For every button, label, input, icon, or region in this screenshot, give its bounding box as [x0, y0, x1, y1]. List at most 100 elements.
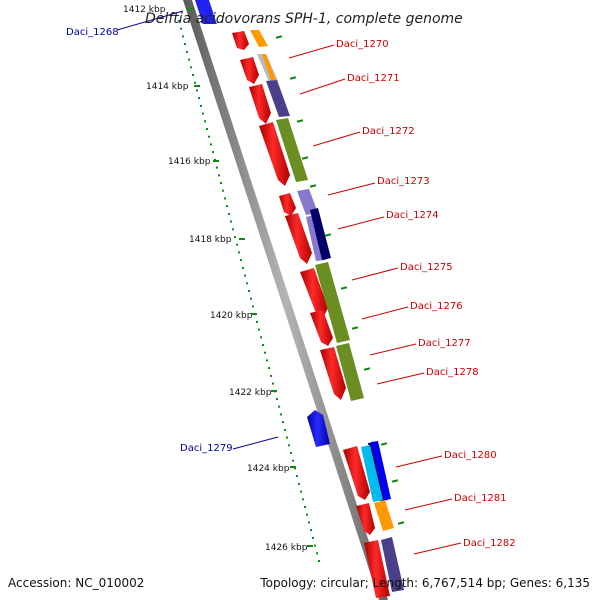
- ruler-dot: [308, 521, 310, 524]
- gene-label-daci-1275[interactable]: Daci_1275: [400, 262, 453, 273]
- ruler-dot: [258, 328, 260, 331]
- gene-label-daci-1280[interactable]: Daci_1280: [444, 450, 497, 461]
- gene-arrow: [259, 122, 290, 186]
- ruler-dot: [246, 282, 248, 285]
- ruler-dot: [310, 529, 312, 532]
- ruler-dot: [228, 212, 230, 215]
- gene-arrow: [285, 213, 312, 264]
- ruler-dot: [210, 143, 212, 146]
- gene-label-daci-1271[interactable]: Daci_1271: [347, 73, 400, 84]
- ruler-dot: [282, 421, 284, 424]
- ruler-dot: [242, 266, 244, 269]
- ruler-dot: [234, 236, 236, 238]
- ruler-dot: [236, 243, 238, 246]
- ruler-dot: [270, 374, 272, 377]
- inner-ruler: [178, 20, 320, 562]
- ruler-dot: [202, 112, 204, 115]
- gene-arrow: [232, 31, 249, 50]
- ruler-dot: [266, 359, 268, 362]
- ruler-dot: [186, 50, 188, 53]
- ruler-dot: [182, 35, 184, 38]
- ruler-dot: [296, 475, 298, 478]
- ruler-dot: [268, 367, 270, 370]
- ruler-dot: [180, 27, 182, 30]
- ruler-dot: [318, 560, 320, 562]
- kbp-labels: 1412 kbp 1414 kbp 1416 kbp 1418 kbp 1420…: [123, 5, 308, 553]
- ruler-dot: [286, 436, 288, 439]
- ruler-dot: [220, 182, 222, 184]
- gene-label-daci-1282[interactable]: Daci_1282: [463, 538, 516, 549]
- gene-label-daci-1276[interactable]: Daci_1276: [410, 301, 463, 312]
- ruler-dot: [216, 166, 218, 169]
- accession-label: Accession: NC_010002: [8, 576, 144, 590]
- kbp-label: 1412 kbp: [123, 5, 166, 15]
- ruler-dot: [290, 452, 292, 454]
- gene-arrow: [300, 268, 328, 318]
- ruler-dot: [248, 290, 250, 292]
- ruler-dot: [206, 128, 208, 130]
- ruler-dot: [178, 20, 180, 22]
- ruler-dot: [264, 351, 266, 354]
- ruler-dot: [306, 513, 308, 516]
- ruler-dot: [314, 544, 316, 547]
- gene-label-daci-1277[interactable]: Daci_1277: [418, 338, 471, 349]
- gene-arrow: [356, 503, 375, 535]
- ruler-dot: [200, 104, 202, 107]
- forward-genes: [232, 31, 390, 598]
- ruler-dot: [188, 58, 190, 61]
- gene-label-daci-1270[interactable]: Daci_1270: [336, 39, 389, 50]
- ruler-dot: [208, 135, 210, 138]
- ruler-dot: [312, 536, 314, 539]
- ruler-dot: [256, 320, 258, 323]
- gene-arrow-reverse: [307, 410, 330, 447]
- kbp-ticks: [187, 8, 313, 547]
- map-title: Delftia acidovorans SPH-1, complete geno…: [145, 11, 463, 27]
- ruler-dot: [250, 297, 252, 300]
- ruler-dot: [232, 228, 234, 231]
- ruler-dot: [316, 552, 318, 555]
- genome-backbone: [183, 0, 388, 600]
- ruler-dot: [194, 81, 196, 84]
- ruler-dot: [252, 305, 254, 308]
- ruler-dot: [272, 382, 274, 385]
- ruler-dot: [292, 459, 294, 462]
- kbp-label: 1424 kbp: [247, 464, 290, 474]
- gene-label-daci-1278[interactable]: Daci_1278: [426, 367, 479, 378]
- ruler-dot: [300, 490, 302, 493]
- ruler-dot: [190, 66, 192, 69]
- leader-lines: [116, 10, 462, 555]
- outer-ticks: [275, 35, 405, 525]
- ruler-dot: [276, 398, 278, 400]
- ruler-dot: [240, 259, 242, 262]
- kbp-label: 1422 kbp: [229, 388, 272, 398]
- ruler-dot: [298, 482, 300, 485]
- gene-arrow: [343, 446, 370, 500]
- ruler-dot: [244, 274, 246, 277]
- genome-summary: Topology: circular; Length: 6,767,514 bp…: [259, 576, 590, 590]
- ruler-dot: [222, 189, 224, 192]
- cog-track: [250, 30, 404, 592]
- gene-labels: Daci_1268 Daci_1270 Daci_1271 Daci_1272 …: [66, 27, 516, 549]
- gene-label-daci-1268[interactable]: Daci_1268: [66, 27, 119, 38]
- ruler-dot: [278, 405, 280, 408]
- gene-arrow: [279, 193, 296, 216]
- gene-label-daci-1274[interactable]: Daci_1274: [386, 210, 439, 221]
- gene-arrow: [240, 57, 259, 84]
- ruler-dot: [238, 251, 240, 254]
- gene-arrow: [320, 347, 346, 400]
- gene-arrow: [310, 310, 333, 346]
- ruler-dot: [294, 467, 296, 470]
- ruler-dot: [304, 506, 306, 508]
- top-cog-blue: [195, 0, 217, 24]
- kbp-label: 1418 kbp: [189, 235, 232, 245]
- ruler-dot: [230, 220, 232, 223]
- ruler-dot: [214, 158, 216, 161]
- gene-label-daci-1273[interactable]: Daci_1273: [377, 176, 430, 187]
- gene-label-daci-1279[interactable]: Daci_1279: [180, 443, 233, 454]
- gene-label-daci-1281[interactable]: Daci_1281: [454, 493, 507, 504]
- kbp-label: 1416 kbp: [168, 157, 211, 167]
- ruler-dot: [204, 120, 206, 123]
- gene-label-daci-1272[interactable]: Daci_1272: [362, 126, 415, 137]
- ruler-dot: [196, 89, 198, 92]
